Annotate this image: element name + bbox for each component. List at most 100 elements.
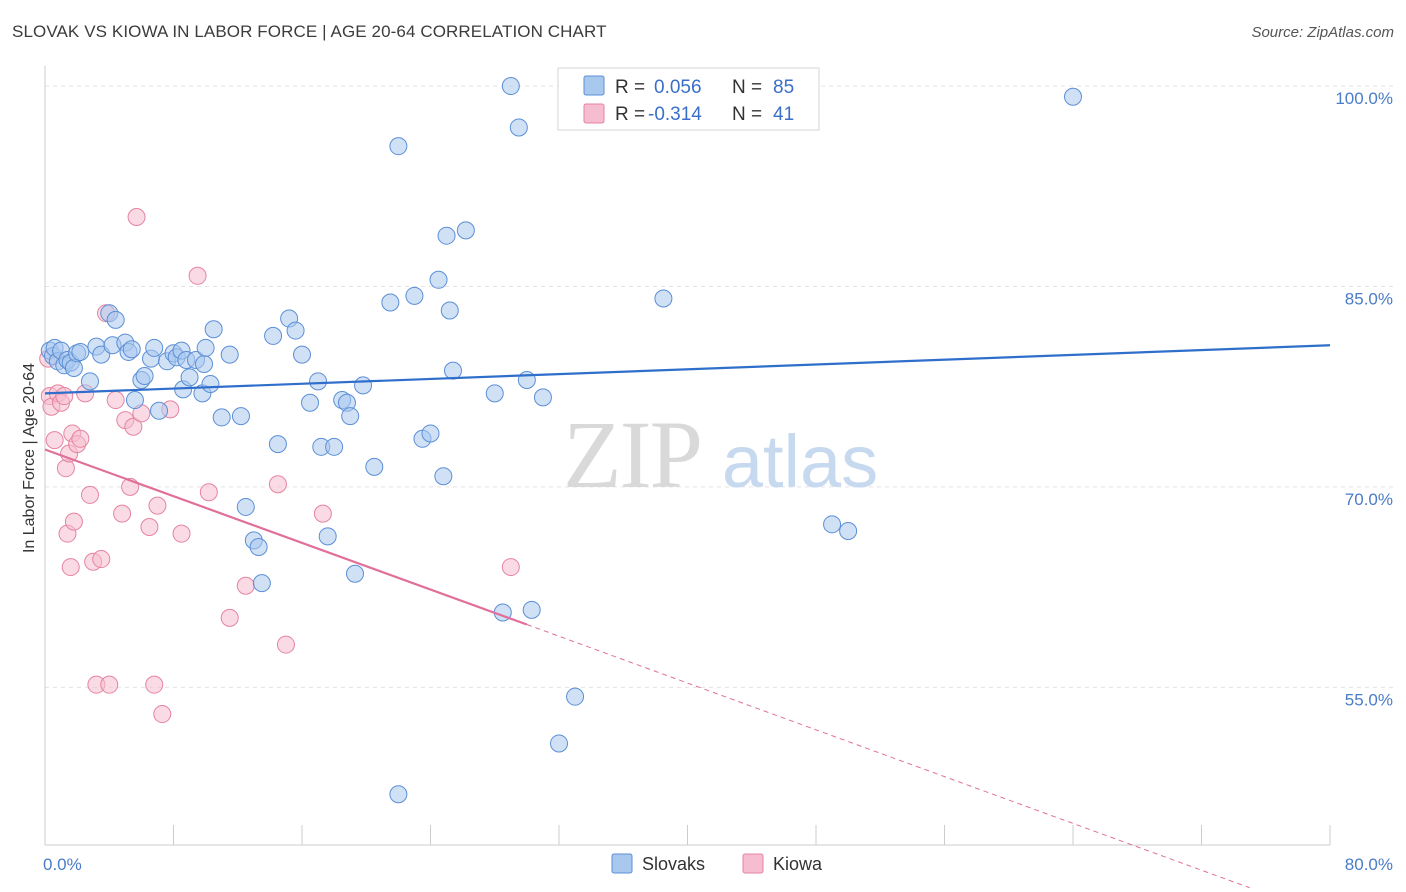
slovak-point bbox=[180, 368, 199, 387]
kiowa-point bbox=[148, 496, 167, 515]
slovak-point bbox=[389, 785, 408, 804]
kiowa-point bbox=[236, 576, 255, 595]
source-attribution: Source: ZipAtlas.com bbox=[1251, 24, 1394, 41]
slovak-point bbox=[318, 527, 337, 546]
slovak-point bbox=[434, 467, 453, 486]
kiowa-trend-extension bbox=[526, 624, 1250, 889]
slovak-point bbox=[220, 345, 239, 364]
bottom-legend-swatch-kiowa bbox=[742, 853, 764, 874]
slovak-point bbox=[1064, 87, 1082, 106]
kiowa-point bbox=[172, 524, 191, 543]
slovak-point bbox=[264, 326, 283, 345]
kiowa-trend-line bbox=[44, 448, 528, 626]
kiowa-point bbox=[140, 517, 159, 536]
legend-swatch-kiowa bbox=[583, 103, 605, 124]
slovak-point bbox=[71, 342, 90, 361]
slovak-point bbox=[204, 320, 223, 339]
legend-r-label-slovaks: R = bbox=[615, 77, 645, 98]
slovak-point bbox=[201, 375, 220, 394]
legend-r-value-kiowa: -0.314 bbox=[648, 104, 702, 125]
slovak-point bbox=[212, 408, 231, 427]
slovak-point bbox=[823, 515, 842, 534]
kiowa-point bbox=[268, 475, 287, 494]
kiowa-point bbox=[100, 675, 119, 694]
slovak-point bbox=[309, 372, 328, 391]
kiowa-point bbox=[220, 608, 239, 627]
slovak-point bbox=[346, 564, 365, 583]
y-tick-label: 70.0% bbox=[1345, 490, 1393, 509]
kiowa-point bbox=[106, 391, 125, 410]
slovak-point bbox=[252, 574, 271, 593]
y-tick-label: 100.0% bbox=[1335, 89, 1393, 108]
kiowa-point bbox=[153, 705, 172, 724]
slovak-point bbox=[106, 310, 125, 329]
correlation-legend: R = 0.056 N = 85 R = -0.314 N = 41 bbox=[557, 67, 820, 131]
slovak-point bbox=[389, 137, 408, 156]
slovak-point bbox=[485, 384, 504, 403]
kiowa-point bbox=[145, 675, 164, 694]
y-axis-label: In Labor Force | Age 20-64 bbox=[21, 363, 38, 553]
slovak-point bbox=[150, 401, 169, 420]
axes bbox=[44, 66, 1331, 846]
slovak-point bbox=[64, 358, 83, 377]
slovak-point bbox=[550, 734, 568, 753]
slovak-point bbox=[365, 457, 384, 476]
slovak-point bbox=[509, 118, 528, 137]
kiowa-point bbox=[61, 558, 80, 577]
slovak-trend-line bbox=[44, 344, 1331, 395]
slovak-point bbox=[501, 77, 520, 96]
legend-n-value-kiowa: 41 bbox=[773, 104, 794, 125]
slovak-point bbox=[236, 497, 255, 516]
kiowa-point bbox=[113, 504, 132, 523]
slovak-point bbox=[354, 376, 373, 395]
chart-title: SLOVAK VS KIOWA IN LABOR FORCE | AGE 20-… bbox=[12, 22, 607, 41]
kiowa-point bbox=[64, 512, 83, 531]
slovak-point bbox=[145, 338, 164, 357]
slovak-point bbox=[654, 289, 673, 308]
slovak-point bbox=[381, 293, 400, 312]
slovak-point bbox=[231, 407, 250, 426]
slovak-point bbox=[80, 372, 99, 391]
slovak-point bbox=[421, 424, 440, 443]
slovak-point bbox=[405, 286, 424, 305]
kiowa-point bbox=[188, 266, 207, 285]
watermark-zip: ZIP bbox=[563, 401, 701, 508]
slovak-points bbox=[40, 77, 1082, 804]
slovak-point bbox=[456, 221, 475, 240]
y-tick-labels: 55.0% 70.0% 85.0% 100.0% bbox=[1335, 89, 1393, 709]
kiowa-points bbox=[39, 207, 520, 724]
slovak-point bbox=[566, 687, 585, 706]
kiowa-point bbox=[276, 635, 295, 654]
kiowa-point bbox=[80, 485, 99, 504]
y-tick-label: 85.0% bbox=[1345, 289, 1393, 308]
kiowa-point bbox=[71, 429, 90, 448]
slovak-point bbox=[249, 538, 268, 557]
watermark: ZIP atlas bbox=[563, 401, 878, 508]
slovak-point bbox=[522, 600, 541, 619]
bottom-legend-label-slovaks: Slovaks bbox=[642, 854, 705, 874]
watermark-atlas: atlas bbox=[722, 420, 878, 503]
kiowa-point bbox=[199, 483, 218, 502]
slovak-point bbox=[195, 354, 214, 373]
x-tick-label: 80.0% bbox=[1345, 855, 1393, 874]
slovak-point bbox=[440, 301, 459, 320]
series-legend: Slovaks Kiowa bbox=[611, 853, 823, 874]
bottom-legend-swatch-slovaks bbox=[611, 853, 633, 874]
slovak-point bbox=[839, 521, 858, 540]
kiowa-point bbox=[124, 417, 143, 436]
kiowa-point bbox=[56, 459, 75, 478]
legend-n-value-slovaks: 85 bbox=[773, 77, 794, 98]
legend-r-value-slovaks: 0.056 bbox=[654, 77, 702, 98]
slovak-point bbox=[122, 340, 141, 359]
kiowa-point bbox=[501, 558, 520, 577]
y-tick-label: 55.0% bbox=[1345, 690, 1393, 709]
kiowa-point bbox=[127, 207, 146, 226]
slovak-point bbox=[268, 435, 287, 454]
slovak-point bbox=[325, 437, 344, 456]
legend-n-label-slovaks: N = bbox=[732, 77, 762, 98]
kiowa-point bbox=[45, 431, 64, 450]
x-tick-label: 0.0% bbox=[43, 855, 82, 874]
legend-swatch-slovaks bbox=[583, 75, 605, 96]
kiowa-point bbox=[92, 550, 111, 569]
